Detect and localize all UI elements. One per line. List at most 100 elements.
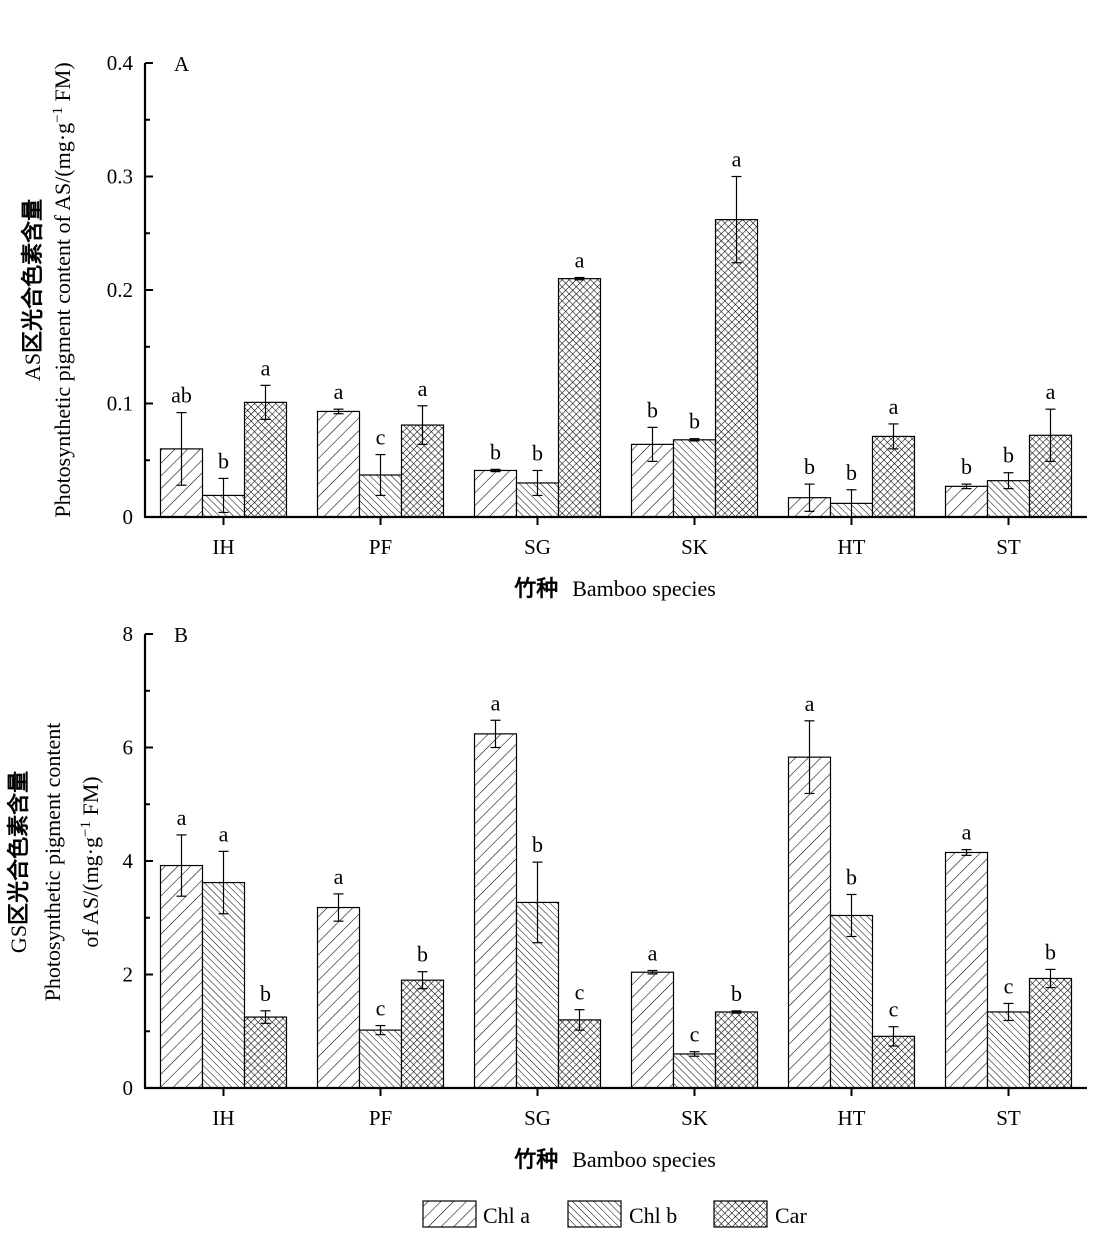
- y-tick-label-b: 4: [123, 849, 134, 873]
- svg-text:Photosynthetic pigment content: Photosynthetic pigment content of AS/(mg…: [50, 62, 75, 517]
- x-tick-label-a-pf: PF: [369, 535, 392, 559]
- error-bar-b-sg-chl-a: [490, 719, 501, 749]
- error-bar-a-st-car: [1045, 408, 1056, 462]
- legend-swatch-car: [713, 1200, 768, 1228]
- significance-letter-b-sg-chl-a: a: [491, 690, 501, 715]
- error-bar-a-ih-car: [260, 384, 271, 420]
- y-tick-label-a: 0.1: [107, 392, 133, 416]
- significance-letter-a-st-car: a: [1046, 379, 1056, 404]
- significance-letter-b-sk-chl-b: c: [690, 1022, 700, 1047]
- error-bar-b-ih-chl-a: [176, 834, 187, 897]
- significance-letter-a-sg-car: a: [575, 248, 585, 273]
- bar-b-sg-car: [557, 1019, 602, 1089]
- bar-a-sk-chl-b: [672, 439, 717, 518]
- error-bar-a-sg-chl-b: [532, 469, 543, 497]
- panel-b-y-axis-title-en-1: Photosynthetic pigment content: [40, 723, 65, 1002]
- x-tick-label-a-ht: HT: [838, 535, 866, 559]
- panel-a-y-axis-title: AS区光合色素含量: [20, 199, 46, 381]
- x-tick-label-b-sk: SK: [681, 1106, 708, 1130]
- x-tick-label-a-st: ST: [996, 535, 1021, 559]
- x-tick-label-b-pf: PF: [369, 1106, 392, 1130]
- significance-letter-a-ht-chl-b: b: [846, 460, 857, 485]
- x-tick-label-a-sk: SK: [681, 535, 708, 559]
- error-bar-b-sg-car: [574, 1009, 585, 1031]
- bar-a-sg-car: [557, 278, 602, 518]
- panel-b-xlabel-cn: 竹种: [513, 1147, 558, 1173]
- bar-b-ht-chl-b: [829, 914, 874, 1089]
- error-bar-a-sk-car: [731, 175, 742, 264]
- bar-b-st-chl-b: [986, 1011, 1031, 1089]
- error-bar-b-pf-chl-a: [333, 893, 344, 922]
- error-bar-b-sk-car: [731, 1010, 742, 1014]
- significance-letter-a-ht-chl-a: b: [804, 454, 815, 479]
- bar-b-sk-chl-b: [672, 1053, 717, 1089]
- error-bar-b-ih-car: [260, 1010, 271, 1024]
- panel-label-a: A: [174, 52, 190, 76]
- significance-letter-b-st-chl-b: c: [1004, 973, 1014, 998]
- panel-b-y-axis-title-cn: GS区光合色素含量: [6, 771, 32, 953]
- error-bar-b-sg-chl-b: [532, 861, 543, 944]
- bar-b-pf-car: [400, 979, 445, 1089]
- error-bar-a-pf-chl-a: [333, 408, 344, 415]
- svg-text:of AS/(mg·g−1 FM): of AS/(mg·g−1 FM): [78, 776, 103, 947]
- significance-letter-b-pf-chl-a: a: [334, 864, 344, 889]
- bar-b-pf-chl-a: [316, 906, 361, 1089]
- error-bar-a-pf-car: [417, 405, 428, 445]
- legend-item-chl-a: Chl a: [422, 1200, 530, 1228]
- error-bar-b-sk-chl-a: [647, 969, 658, 975]
- significance-letter-a-ih-chl-b: b: [218, 448, 229, 473]
- x-tick-label-b-sg: SG: [524, 1106, 551, 1130]
- y-tick-label-b: 6: [123, 736, 134, 760]
- panel-b-y-axis-title: GS区光合色素含量: [6, 771, 32, 953]
- legend-item-car: Car: [713, 1200, 807, 1228]
- significance-letter-a-ih-chl-a: ab: [171, 383, 192, 408]
- x-tick-label-b-st: ST: [996, 1106, 1021, 1130]
- error-bar-b-ht-chl-b: [846, 893, 857, 938]
- legend-item-chl-b: Chl b: [567, 1200, 677, 1228]
- significance-letter-a-ih-car: a: [261, 355, 271, 380]
- y-tick-label-b: 0: [123, 1076, 134, 1100]
- y-tick-label-a: 0.2: [107, 278, 133, 302]
- error-bar-b-st-chl-a: [961, 849, 972, 856]
- y-tick-label-a: 0.4: [107, 51, 134, 75]
- bar-b-ih-car: [243, 1016, 288, 1089]
- error-bar-a-pf-chl-b: [375, 453, 386, 497]
- panel-a-ylabel-part1: Photosynthetic pigment content of AS/(mg…: [50, 123, 75, 518]
- error-bar-a-sg-chl-a: [490, 468, 501, 473]
- legend-label-chl-b: Chl b: [629, 1203, 677, 1228]
- legend: Chl a Chl b Car: [422, 1200, 807, 1228]
- panel-a-y-axis-title-en: Photosynthetic pigment content of AS/(mg…: [50, 62, 75, 517]
- error-bar-b-ht-chl-a: [804, 720, 815, 795]
- error-bar-a-ih-chl-b: [218, 477, 229, 514]
- significance-letter-b-sg-chl-b: b: [532, 832, 543, 857]
- significance-letter-b-sk-car: b: [731, 981, 742, 1006]
- significance-letter-b-pf-car: b: [417, 942, 428, 967]
- error-bar-a-st-chl-a: [961, 483, 972, 490]
- error-bar-b-pf-car: [417, 971, 428, 990]
- bar-a-sk-car: [714, 219, 759, 518]
- error-bar-a-sk-chl-a: [647, 426, 658, 462]
- error-bar-a-st-chl-b: [1003, 472, 1014, 490]
- panel-label-b: B: [174, 623, 188, 647]
- x-tick-label-a-ih: IH: [212, 535, 234, 559]
- panel-b-y-axis-title-en-2: of AS/(mg·g−1 FM): [78, 776, 103, 947]
- significance-letter-a-ht-car: a: [889, 394, 899, 419]
- x-tick-label-b-ht: HT: [838, 1106, 866, 1130]
- error-bar-a-ht-chl-a: [804, 483, 815, 512]
- bar-a-pf-chl-a: [316, 410, 361, 518]
- y-tick-label-a: 0.3: [107, 165, 133, 189]
- legend-label-car: Car: [775, 1203, 807, 1228]
- bar-b-sg-chl-a: [473, 733, 518, 1089]
- x-tick-label-b-ih: IH: [212, 1106, 234, 1130]
- bar-a-st-chl-a: [944, 485, 989, 518]
- error-bar-b-sk-chl-b: [689, 1051, 700, 1057]
- error-bar-a-ih-chl-a: [176, 411, 187, 486]
- error-bar-a-ht-car: [888, 423, 899, 450]
- significance-letter-a-sg-chl-a: b: [490, 439, 501, 464]
- svg-text:Photosynthetic pigment content: Photosynthetic pigment content: [40, 723, 65, 1002]
- panel-b: B GS区光合色素含量 Photosynthetic pigment conte…: [6, 622, 1087, 1173]
- panel-b-x-axis-title: 竹种 Bamboo species: [513, 1147, 716, 1173]
- error-bar-b-st-car: [1045, 968, 1056, 989]
